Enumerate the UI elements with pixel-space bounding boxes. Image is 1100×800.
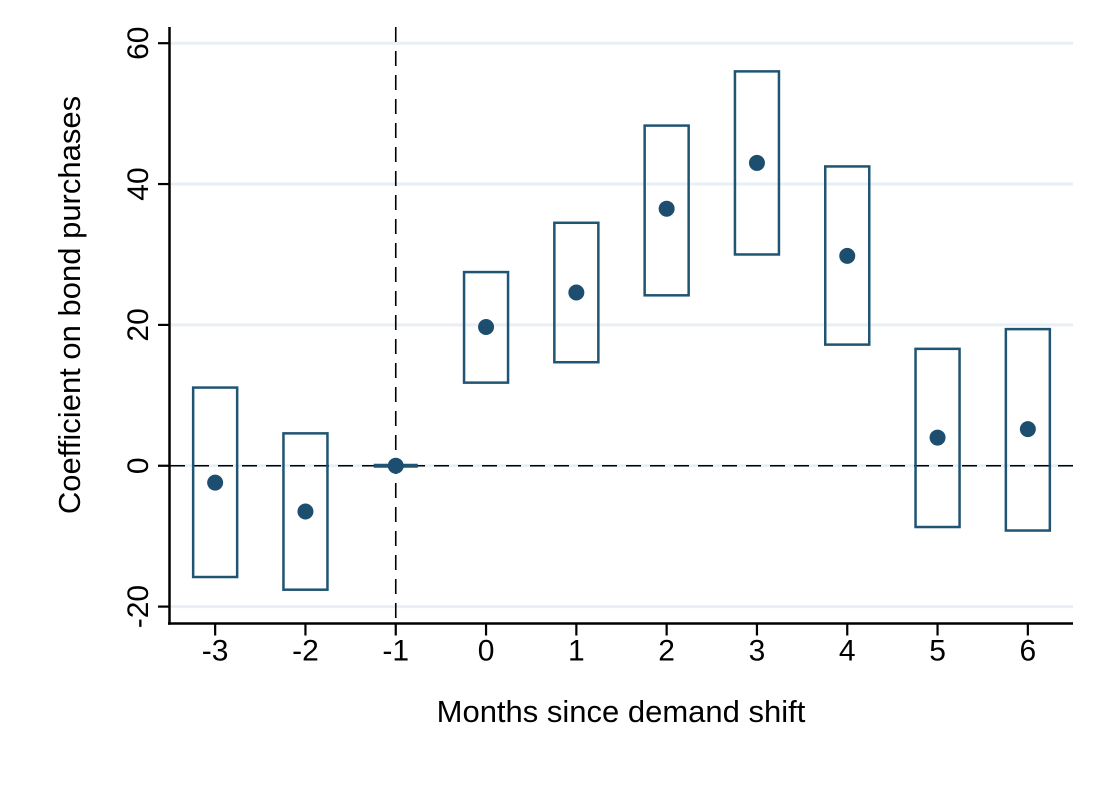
estimate-dot [929, 429, 946, 446]
y-tick-label: -20 [122, 585, 155, 628]
x-tick-label: 6 [1020, 635, 1037, 668]
estimate-dot [1019, 421, 1036, 438]
x-tick-label: 0 [478, 635, 495, 668]
ci-box [824, 165, 871, 346]
x-tick-label: -1 [382, 635, 409, 668]
x-tick-label: 3 [749, 635, 766, 668]
ci-box [733, 70, 781, 256]
estimate-dot [297, 503, 314, 520]
estimate-dot [568, 284, 585, 301]
ci-box [191, 386, 239, 579]
x-tick-label: -3 [202, 635, 229, 668]
y-tick-label: 0 [122, 457, 155, 474]
ci-box [1004, 327, 1052, 532]
ci-box [914, 347, 961, 529]
estimate-dot [387, 457, 404, 474]
gridline-layer [170, 41, 1073, 609]
y-tick-label: 60 [122, 27, 155, 60]
x-tick-label: 5 [929, 635, 946, 668]
ci-box [462, 270, 510, 384]
data-mark-layer [191, 70, 1052, 591]
x-axis-title: Months since demand shift [437, 694, 806, 729]
x-tick-label: 1 [568, 635, 585, 668]
axis-layer: -20 0 20 40 60 -3 -2 -1 0 1 2 3 4 5 6 [122, 27, 1073, 668]
y-axis-title: Coefficient on bond purchases [52, 96, 87, 514]
x-tick-label: 2 [658, 635, 675, 668]
reference-line-layer [170, 27, 1073, 624]
y-tick-label: 20 [122, 308, 155, 341]
estimate-dot [748, 154, 765, 171]
ci-box [643, 124, 690, 297]
x-tick-label: -2 [292, 635, 319, 668]
ci-box [553, 221, 600, 364]
y-tick-label: 40 [122, 167, 155, 200]
ci-box [282, 432, 329, 591]
estimate-dot [839, 247, 856, 264]
estimate-dot [207, 474, 224, 491]
x-tick-label: 4 [839, 635, 856, 668]
estimate-dot [478, 319, 495, 336]
estimate-dot [658, 200, 675, 217]
